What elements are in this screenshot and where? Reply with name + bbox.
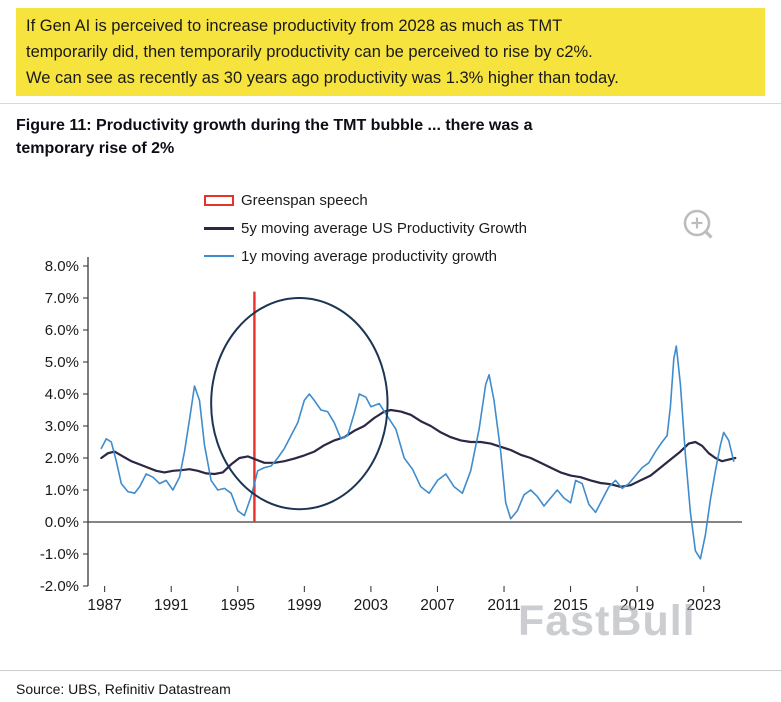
source-text: Source: UBS, Refinitiv Datastream <box>16 681 231 697</box>
y-tick-label: 5.0% <box>45 354 79 371</box>
highlight-note-line: If Gen AI is perceived to increase produ… <box>26 17 563 35</box>
legend-item-greenspan-speech: Greenspan speech <box>204 190 527 210</box>
y-tick-label: 1.0% <box>45 482 79 499</box>
zoom-button[interactable] <box>678 205 720 247</box>
legend-item-5y-moving-average: 5y moving average US Productivity Growth <box>204 218 527 238</box>
y-tick-label: -1.0% <box>40 546 79 563</box>
figure-title: Figure 11: Productivity growth during th… <box>16 117 533 157</box>
legend-label: Greenspan speech <box>241 191 368 209</box>
legend-item-1y-moving-average: 1y moving average productivity growth <box>204 246 527 266</box>
watermark: FastBull <box>518 597 696 645</box>
series-line-1y <box>100 345 735 560</box>
x-tick-label: 1995 <box>221 597 255 614</box>
x-tick-label: 2007 <box>420 597 454 614</box>
1y-line-swatch <box>204 255 234 257</box>
x-tick-label: 1999 <box>287 597 321 614</box>
y-tick-label: 8.0% <box>45 258 79 275</box>
y-tick-label: 3.0% <box>45 418 79 435</box>
x-tick-label: 2011 <box>487 597 520 614</box>
series-line-5y <box>100 408 737 488</box>
magnifier-icon <box>683 209 713 239</box>
x-tick-label: 2023 <box>686 597 720 614</box>
chart-legend: Greenspan speech 5y moving average US Pr… <box>204 190 527 266</box>
y-tick-label: 4.0% <box>45 386 79 403</box>
x-tick-label: 2003 <box>354 597 388 614</box>
x-tick-label: 2015 <box>553 597 587 614</box>
legend-label: 1y moving average productivity growth <box>241 247 497 265</box>
highlight-note-line: temporarily did, then temporarily produc… <box>26 43 593 61</box>
5y-line-swatch <box>204 226 234 230</box>
top-divider <box>0 103 781 104</box>
x-tick-label: 1987 <box>87 597 121 614</box>
y-tick-label: 6.0% <box>45 322 79 339</box>
x-tick-label: 2019 <box>620 597 654 614</box>
greenspan-speech-swatch <box>204 194 234 206</box>
legend-label: 5y moving average US Productivity Growth <box>241 219 527 237</box>
x-tick-label: 1991 <box>154 597 188 614</box>
highlight-note: If Gen AI is perceived to increase produ… <box>16 8 765 96</box>
chart-plot: 8.0% 7.0% 6.0% 5.0% 4.0% 3.0% 2.0% 1.0% 0.0% -1.0… <box>40 257 742 614</box>
y-tick-label: 2.0% <box>45 450 79 467</box>
y-tick-label: 7.0% <box>45 290 79 307</box>
footer-divider <box>0 670 781 671</box>
y-tick-label: -2.0% <box>40 578 79 595</box>
y-tick-label: 0.0% <box>45 514 79 531</box>
highlight-note-line: We can see as recently as 30 years ago p… <box>26 69 619 87</box>
tmt-bubble-circle <box>210 297 389 511</box>
